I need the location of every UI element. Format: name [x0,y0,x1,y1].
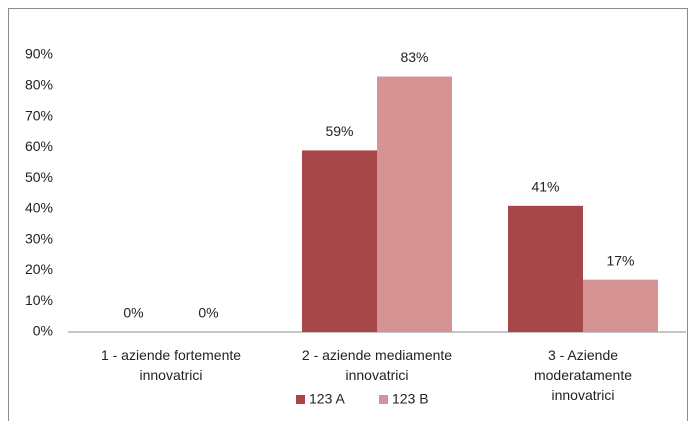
y-tick-label: 40% [25,200,53,216]
bar [508,205,583,332]
y-tick-label: 10% [25,292,53,308]
y-tick-label: 90% [25,46,53,62]
data-label: 59% [325,123,353,139]
legend-swatch [296,395,305,404]
legend-swatch [379,395,388,404]
x-tick-label: 3 - Aziende moderatamente innovatrici [534,347,632,403]
bar [583,279,658,332]
data-label: 41% [531,179,559,195]
x-tick-label: 1 - aziende fortemente innovatrici [101,347,241,383]
legend-label: 123 A [309,391,345,407]
data-label: 0% [123,305,143,321]
y-tick-label: 80% [25,76,53,92]
y-tick-label: 0% [33,323,53,339]
y-tick-label: 20% [25,261,53,277]
y-tick-label: 50% [25,169,53,185]
bar [302,150,377,332]
legend-label: 123 B [392,391,429,407]
bar [377,76,452,333]
data-label: 83% [400,49,428,65]
chart-border [8,8,688,421]
data-label: 17% [606,252,634,268]
x-tick-label: 2 - aziende mediamente innovatrici [302,347,452,383]
data-label: 0% [198,305,218,321]
y-tick-label: 70% [25,107,53,123]
y-tick-label: 30% [25,230,53,246]
y-tick-label: 60% [25,138,53,154]
